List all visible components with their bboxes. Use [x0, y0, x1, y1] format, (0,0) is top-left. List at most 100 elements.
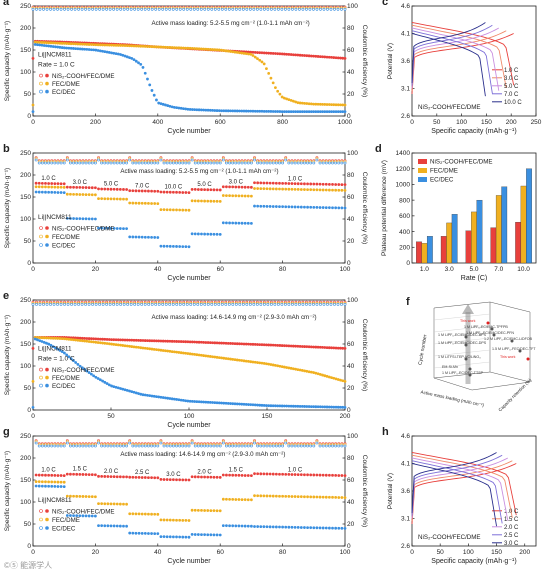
- capacity-point: [140, 476, 144, 479]
- capacity-point: [114, 43, 118, 47]
- ce-point: [340, 302, 343, 306]
- capacity-point: [303, 369, 306, 373]
- capacity-point: [107, 338, 111, 341]
- capacity-point: [204, 341, 208, 344]
- capacity-point: [103, 50, 107, 54]
- capacity-point: [253, 187, 256, 190]
- back-wall: [433, 301, 491, 378]
- capacity-point: [146, 45, 149, 48]
- capacity-point: [51, 45, 55, 48]
- capacity-point: [228, 185, 231, 189]
- capacity-point: [278, 494, 281, 498]
- capacity-point: [206, 354, 210, 358]
- capacity-point: [229, 109, 232, 113]
- ce-point: [49, 7, 52, 11]
- ce-point: [153, 444, 157, 448]
- capacity-point: [37, 181, 41, 185]
- capacity-point: [187, 535, 191, 539]
- capacity-point: [296, 495, 300, 499]
- legend-label: EC/DEC: [430, 177, 454, 184]
- ce-point: [212, 444, 216, 448]
- ce-point: [284, 302, 287, 306]
- capacity-point: [178, 478, 182, 482]
- capacity-point: [36, 338, 39, 342]
- capacity-point: [168, 339, 172, 343]
- capacity-point: [262, 343, 266, 347]
- capacity-point: [246, 524, 250, 528]
- capacity-point: [278, 525, 281, 529]
- ce-point: [112, 444, 116, 448]
- capacity-point: [296, 473, 300, 477]
- axis-label-y: Specific capacity (mAh·g⁻¹): [4, 168, 11, 248]
- capacity-point: [235, 358, 239, 362]
- capacity-point: [83, 368, 87, 371]
- capacity-point: [318, 345, 322, 349]
- capacity-point: [229, 402, 232, 405]
- charge-curve: [411, 22, 486, 84]
- x-tick-label: 80: [279, 266, 287, 273]
- capacity-point: [72, 338, 75, 342]
- legend-label: 1.5 C: [504, 517, 519, 523]
- capacity-point: [97, 187, 100, 191]
- capacity-point: [165, 244, 169, 248]
- capacity-point: [87, 193, 91, 197]
- rate-step-label: 1.0 C: [41, 468, 56, 474]
- x-tick-label: 150: [481, 119, 492, 126]
- ce-point: [122, 161, 125, 165]
- capacity-point: [193, 188, 197, 191]
- capacity-point: [153, 202, 157, 205]
- capacity-point: [143, 512, 147, 516]
- panel-letter: c: [382, 0, 388, 8]
- ce-point: [164, 302, 168, 306]
- ce-point: [150, 161, 153, 165]
- capacity-point: [184, 340, 188, 344]
- capacity-point: [195, 353, 199, 357]
- ce-point: [303, 161, 306, 165]
- capacity-point: [265, 494, 269, 498]
- capacity-point: [40, 336, 44, 340]
- capacity-point: [331, 206, 334, 210]
- capacity-point: [209, 533, 213, 537]
- y2-tick-label: 100: [347, 297, 358, 304]
- legend-marker-filled: [45, 81, 49, 86]
- capacity-point: [217, 341, 221, 345]
- capacity-point: [213, 355, 217, 359]
- bar: [440, 236, 447, 264]
- capacity-point: [289, 110, 293, 114]
- x-tick-label: 1000: [338, 119, 353, 126]
- capacity-point: [110, 338, 113, 342]
- capacity-point: [253, 525, 256, 528]
- capacity-point: [125, 338, 129, 342]
- capacity-point: [60, 41, 64, 45]
- capacity-point: [231, 109, 235, 113]
- capacity-point: [139, 44, 143, 48]
- capacity-point: [83, 339, 87, 343]
- capacity-point: [170, 350, 174, 353]
- capacity-point: [164, 396, 167, 400]
- capacity-point: [300, 101, 304, 105]
- capacity-point: [298, 344, 302, 348]
- capacity-point: [164, 339, 167, 343]
- capacity-point: [47, 182, 51, 185]
- capacity-point: [274, 205, 278, 208]
- capacity-point: [132, 338, 136, 342]
- legend-marker-filled: [45, 367, 49, 372]
- x-tick-label: 20: [92, 549, 100, 556]
- ce-point: [246, 161, 250, 165]
- capacity-point: [334, 346, 338, 350]
- capacity-point: [225, 524, 228, 528]
- legend-marker-hollow: [39, 517, 43, 522]
- capacity-point: [268, 205, 272, 208]
- capacity-point: [87, 217, 91, 221]
- charge-curve: [411, 457, 509, 519]
- ce-point: [143, 7, 147, 11]
- capacity-point: [337, 496, 341, 499]
- bar: [426, 236, 433, 264]
- capacity-point: [224, 341, 228, 345]
- x-tick-label: 60: [217, 266, 225, 273]
- legend-label: EC/DEC: [52, 525, 76, 532]
- capacity-point: [287, 344, 291, 348]
- y-tick-label: 250: [20, 150, 31, 157]
- capacity-point: [45, 41, 48, 45]
- capacity-point: [235, 51, 239, 54]
